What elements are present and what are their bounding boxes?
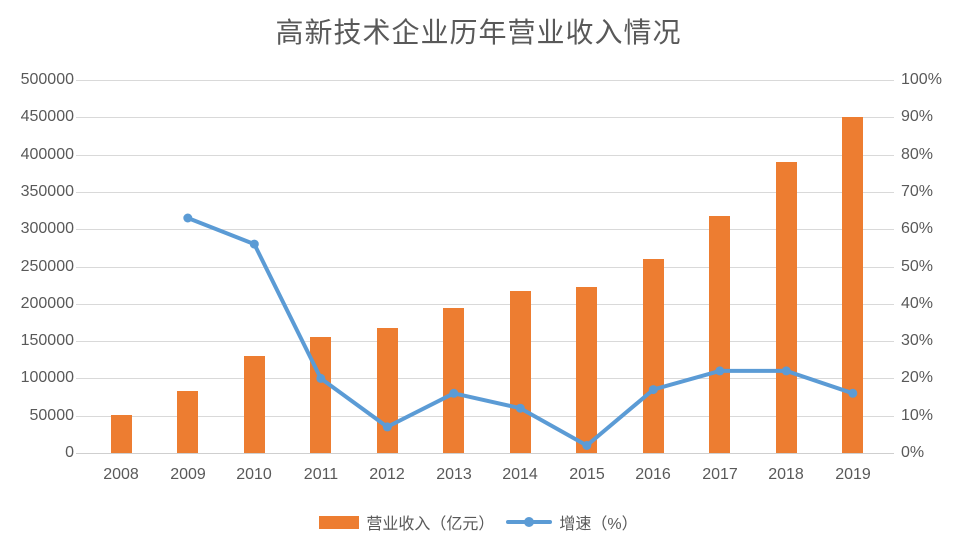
x-axis-label-2019: 2019 <box>835 466 871 483</box>
x-axis-label-2009: 2009 <box>170 466 206 483</box>
left-axis-tick-500000: 500000 <box>20 71 74 88</box>
bar-2017 <box>709 216 730 453</box>
legend-item-growth: 增速（%） <box>506 510 638 534</box>
left-axis-tick-350000: 350000 <box>20 183 74 200</box>
x-axis-label-2017: 2017 <box>702 466 738 483</box>
gridline-0 <box>76 453 894 454</box>
bar-2019 <box>842 117 863 453</box>
gridline-150000 <box>76 341 894 342</box>
gridline-300000 <box>76 229 894 230</box>
growth-line-swatch-icon <box>506 517 553 527</box>
right-axis-tick-100%: 100% <box>901 71 942 88</box>
growth-point-2009 <box>183 213 193 223</box>
left-axis-tick-200000: 200000 <box>20 295 74 312</box>
left-axis-tick-150000: 150000 <box>20 332 74 349</box>
left-axis-tick-400000: 400000 <box>20 146 74 163</box>
bar-2011 <box>310 337 331 453</box>
x-axis-label-2011: 2011 <box>303 466 339 483</box>
left-axis-tick-250000: 250000 <box>20 258 74 275</box>
bar-2010 <box>244 356 265 453</box>
bar-2018 <box>776 162 797 453</box>
right-axis-tick-90%: 90% <box>901 108 934 125</box>
x-axis-label-2014: 2014 <box>502 466 538 483</box>
right-axis-tick-40%: 40% <box>901 295 934 312</box>
x-axis-label-2013: 2013 <box>436 466 472 483</box>
bar-2012 <box>377 328 398 453</box>
legend-label-revenue: 营业收入（亿元） <box>366 516 495 533</box>
left-axis-tick-100000: 100000 <box>20 369 74 386</box>
x-axis-label-2010: 2010 <box>236 466 272 483</box>
gridline-100000 <box>76 378 894 379</box>
legend-item-revenue: 营业收入（亿元） <box>319 510 494 534</box>
x-axis-label-2008: 2008 <box>103 466 139 483</box>
gridline-500000 <box>76 80 894 81</box>
bar-2014 <box>510 291 531 453</box>
x-axis-label-2012: 2012 <box>369 466 405 483</box>
right-axis-tick-80%: 80% <box>901 146 934 163</box>
right-axis-tick-20%: 20% <box>901 369 934 386</box>
bar-2013 <box>443 308 464 453</box>
right-axis-tick-30%: 30% <box>901 332 934 349</box>
legend: 营业收入（亿元） 增速（%） <box>0 510 957 534</box>
legend-label-growth: 增速（%） <box>559 516 638 533</box>
growth-point-2010 <box>249 239 259 249</box>
gridline-50000 <box>76 416 894 417</box>
right-axis-tick-50%: 50% <box>901 258 934 275</box>
left-axis-tick-450000: 450000 <box>20 108 74 125</box>
chart-title: 高新技术企业历年营业收入情况 <box>275 18 682 49</box>
gridline-450000 <box>76 117 894 118</box>
gridline-400000 <box>76 155 894 156</box>
gridline-350000 <box>76 192 894 193</box>
left-axis-tick-300000: 300000 <box>20 220 74 237</box>
right-axis-tick-0%: 0% <box>901 444 925 461</box>
legend-line-marker-icon <box>524 517 535 527</box>
bar-2016 <box>643 259 664 453</box>
revenue-bar-swatch-icon <box>319 515 360 529</box>
right-axis-tick-60%: 60% <box>901 220 934 237</box>
right-axis-tick-10%: 10% <box>901 407 934 424</box>
gridline-250000 <box>76 267 894 268</box>
right-axis-tick-70%: 70% <box>901 183 934 200</box>
x-axis-label-2018: 2018 <box>768 466 804 483</box>
bar-2008 <box>111 415 132 453</box>
left-axis-tick-50000: 50000 <box>29 407 75 424</box>
gridline-200000 <box>76 304 894 305</box>
left-axis-tick-0: 0 <box>65 444 74 461</box>
bar-2015 <box>576 287 597 453</box>
bar-2009 <box>177 391 198 453</box>
x-axis-label-2016: 2016 <box>635 466 671 483</box>
x-axis-label-2015: 2015 <box>569 466 605 483</box>
